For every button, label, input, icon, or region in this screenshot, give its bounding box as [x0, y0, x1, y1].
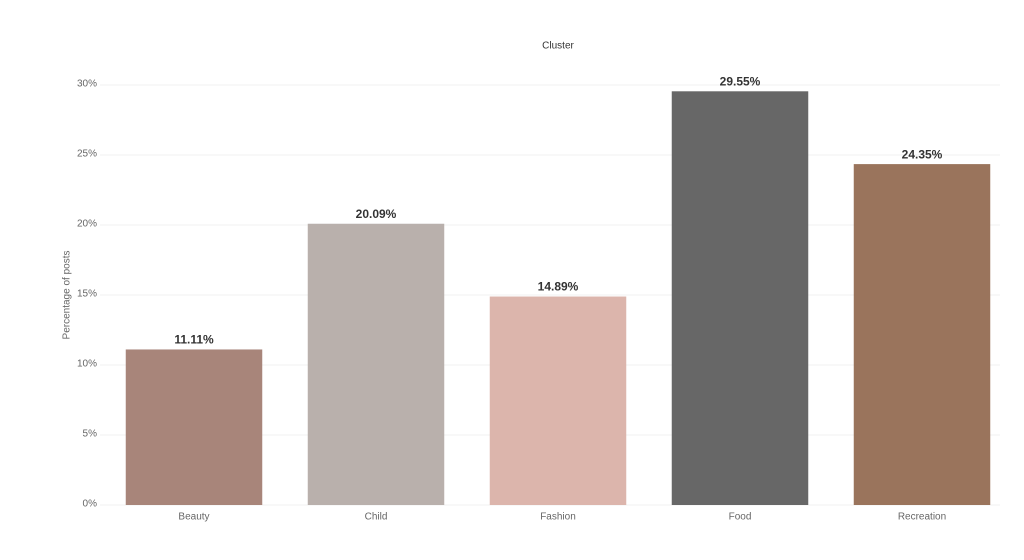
- y-tick-label: 30%: [77, 79, 97, 90]
- bar: [489, 296, 627, 505]
- value-label: 24.35%: [902, 147, 943, 161]
- chart-title: Cluster: [542, 41, 574, 52]
- x-tick-label: Beauty: [178, 512, 209, 523]
- y-tick-label: 0%: [83, 499, 98, 510]
- y-tick-label: 15%: [77, 289, 97, 300]
- x-tick-label: Child: [365, 512, 388, 523]
- y-tick-label: 5%: [83, 429, 98, 440]
- x-tick-label: Fashion: [540, 512, 576, 523]
- x-tick-label: Recreation: [898, 512, 946, 523]
- bar: [125, 349, 263, 505]
- value-label: 11.11%: [174, 333, 214, 347]
- y-axis-label: Percentage of posts: [62, 251, 73, 340]
- x-tick-label: Food: [729, 512, 752, 523]
- bar: [307, 223, 445, 506]
- value-label: 20.09%: [356, 207, 397, 221]
- bar: [853, 164, 991, 505]
- bar: [671, 91, 809, 506]
- y-tick-label: 10%: [77, 359, 97, 370]
- value-label: 14.89%: [538, 280, 579, 294]
- value-label: 29.55%: [720, 74, 761, 88]
- y-tick-label: 20%: [77, 219, 97, 230]
- y-tick-label: 25%: [77, 149, 97, 160]
